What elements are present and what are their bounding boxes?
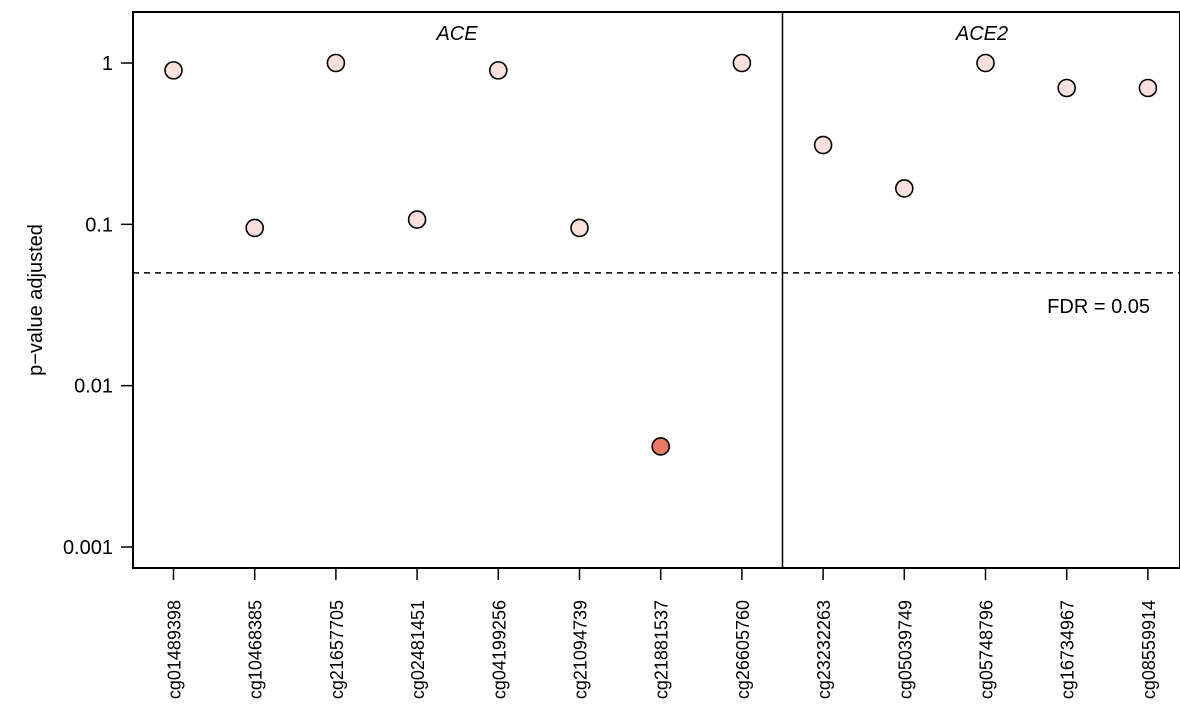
data-point-cg08559914	[1138, 78, 1158, 98]
data-point-cg04199256	[488, 61, 508, 80]
y-tick-label: 1	[102, 53, 113, 75]
x-tick-label: cg05039749	[895, 600, 915, 699]
data-point-cg10468385	[245, 218, 264, 238]
x-tick-label: cg21094739	[571, 600, 591, 699]
x-tick-label: cg21881537	[652, 600, 672, 699]
x-tick-label: cg08559914	[1139, 600, 1159, 699]
y-tick-label: 0.01	[74, 376, 113, 398]
data-point-cg05748796	[976, 53, 995, 73]
fdr-threshold-label: FDR = 0.05	[1047, 296, 1150, 318]
y-axis-title: p−value adjusted	[25, 224, 47, 376]
x-tick-label: cg10468385	[246, 600, 266, 699]
data-point-cg21881537	[651, 437, 671, 456]
y-tick-label: 0.001	[63, 537, 113, 559]
data-point-cg01489398	[164, 61, 183, 80]
x-tick-label: cg01489398	[165, 600, 185, 699]
x-tick-label: cg02481451	[408, 600, 428, 699]
data-point-cg02481451	[407, 210, 427, 229]
x-tick-label: cg04199256	[489, 600, 509, 699]
x-tick-label: cg26605760	[733, 600, 753, 699]
data-point-cg26605760	[732, 53, 752, 73]
plot-frame	[132, 11, 1180, 569]
data-point-cg23232263	[813, 135, 833, 155]
panel-label-ace: ACE	[435, 23, 478, 45]
x-tick-label: cg21657705	[327, 600, 347, 699]
data-point-cg21657705	[326, 53, 346, 73]
panel-label-ace2: ACE2	[955, 23, 1008, 45]
x-tick-label: cg05748796	[977, 600, 997, 699]
data-point-cg05039749	[894, 179, 914, 198]
y-tick-label: 0.1	[85, 214, 113, 236]
data-point-cg21094739	[570, 218, 589, 238]
x-tick-label: cg16734967	[1058, 600, 1078, 699]
data-point-cg16734967	[1057, 78, 1076, 98]
x-tick-label: cg23232263	[814, 600, 834, 699]
